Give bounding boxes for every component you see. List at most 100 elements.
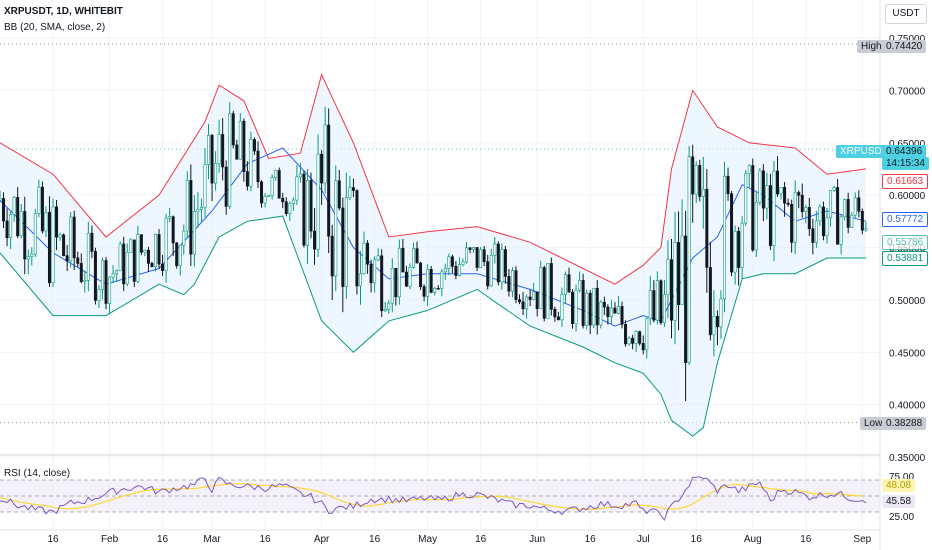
candle-body: [185, 180, 189, 232]
candle-body: [150, 263, 154, 268]
bb-extra-tag: 0.55786: [882, 235, 929, 250]
time-tick-label: Mar: [203, 534, 221, 545]
candle-body: [199, 207, 203, 210]
rsi-tick-label: 75.00: [889, 472, 914, 483]
candle-body: [323, 124, 327, 184]
candle-body: [585, 292, 589, 326]
candle-body: [719, 298, 723, 328]
indicator-label[interactable]: BB (20, SMA, close, 2): [4, 22, 106, 33]
candle-body: [118, 243, 122, 272]
candle-body: [380, 255, 384, 312]
candle-body: [532, 291, 536, 300]
candle-body: [776, 170, 780, 195]
rsi-ma-line: [0, 483, 863, 510]
candle-body: [235, 144, 239, 160]
candle-body: [609, 307, 613, 317]
candle-body: [295, 176, 299, 201]
candle-body: [37, 186, 41, 214]
candle-body: [627, 337, 631, 345]
candle-body: [394, 267, 398, 298]
time-tick-label: 16: [47, 534, 59, 545]
candle-body: [433, 287, 437, 293]
rsi-label[interactable]: RSI (14, close): [4, 468, 71, 479]
candle-body: [309, 180, 313, 232]
candle-body: [376, 255, 380, 261]
candle-body: [337, 180, 341, 209]
time-tick-label: 16: [475, 534, 487, 545]
candle-body: [298, 173, 302, 178]
candle-body: [171, 216, 175, 244]
rsi-band: [0, 480, 880, 512]
candle-body: [40, 186, 44, 232]
time-axis[interactable]: 16 Feb 16 Mar 16 Apr 16 May 16 Jun 16 Jul 16 Aug 16 Sep: [0, 529, 880, 545]
candle-body: [122, 243, 126, 285]
candle-body: [638, 331, 642, 344]
candle-body: [669, 259, 673, 321]
candle-body: [818, 206, 822, 222]
candle-body: [843, 199, 847, 218]
candle-body: [659, 280, 663, 323]
candle-body: [426, 269, 430, 297]
candle-body: [825, 217, 829, 237]
candle-body: [648, 290, 652, 320]
candle-body: [355, 190, 359, 287]
candle-body: [507, 276, 511, 292]
currency-button[interactable]: USDT: [885, 4, 927, 24]
candle-body: [701, 188, 705, 197]
candle-body: [231, 113, 235, 146]
candle-body: [680, 235, 684, 305]
candle-body: [641, 343, 645, 351]
candle-body: [783, 187, 787, 204]
candle-body: [811, 228, 815, 243]
candle-body: [754, 201, 758, 251]
time-tick-label: Feb: [101, 534, 119, 545]
candle-body: [143, 249, 147, 253]
candle-body: [26, 256, 30, 260]
candle-body: [482, 249, 486, 262]
candle-body: [83, 280, 87, 282]
candle-body: [715, 316, 719, 328]
candle-body: [751, 165, 755, 251]
candle-body: [730, 193, 734, 273]
candle-body: [104, 260, 108, 304]
candle-body: [726, 175, 730, 194]
candle-body: [779, 187, 783, 195]
candle-body: [666, 259, 670, 296]
candle-body: [19, 211, 23, 237]
candlestick-series: [0, 102, 868, 402]
time-tick-label: 16: [585, 534, 597, 545]
candle-body: [592, 287, 596, 326]
candle-body: [465, 247, 469, 263]
candle-body: [578, 280, 582, 291]
high-label: High: [857, 40, 886, 53]
candle-body: [549, 263, 553, 310]
candle-body: [44, 212, 48, 232]
price-tick-label: 0.65000: [889, 139, 926, 150]
candle-body: [288, 203, 292, 214]
price-tick-label: 0.75000: [889, 34, 926, 45]
rsi-value-tag: 45.58: [882, 495, 916, 508]
price-axis[interactable]: 0.750000.700000.650000.600000.550000.500…: [879, 0, 926, 550]
candle-body: [419, 262, 423, 287]
price-tick-label: 0.45000: [889, 348, 926, 359]
low-label: Low: [860, 417, 887, 430]
candle-body: [221, 134, 225, 168]
candle-body: [737, 230, 741, 268]
candle-body: [344, 197, 348, 287]
candle-body: [535, 291, 539, 309]
candle-body: [677, 242, 681, 305]
candle-body: [397, 247, 401, 298]
time-tick-label: 16: [157, 534, 169, 545]
candle-body: [139, 234, 143, 253]
candle-body: [125, 252, 129, 285]
candle-body: [238, 120, 242, 160]
candle-body: [765, 185, 769, 209]
candle-body: [574, 289, 578, 324]
candle-body: [12, 196, 16, 215]
price-tick-label: 0.40000: [889, 401, 926, 412]
candle-body: [567, 274, 571, 293]
candle-body: [832, 187, 836, 191]
candle-body: [733, 230, 737, 273]
candle-body: [793, 192, 797, 243]
